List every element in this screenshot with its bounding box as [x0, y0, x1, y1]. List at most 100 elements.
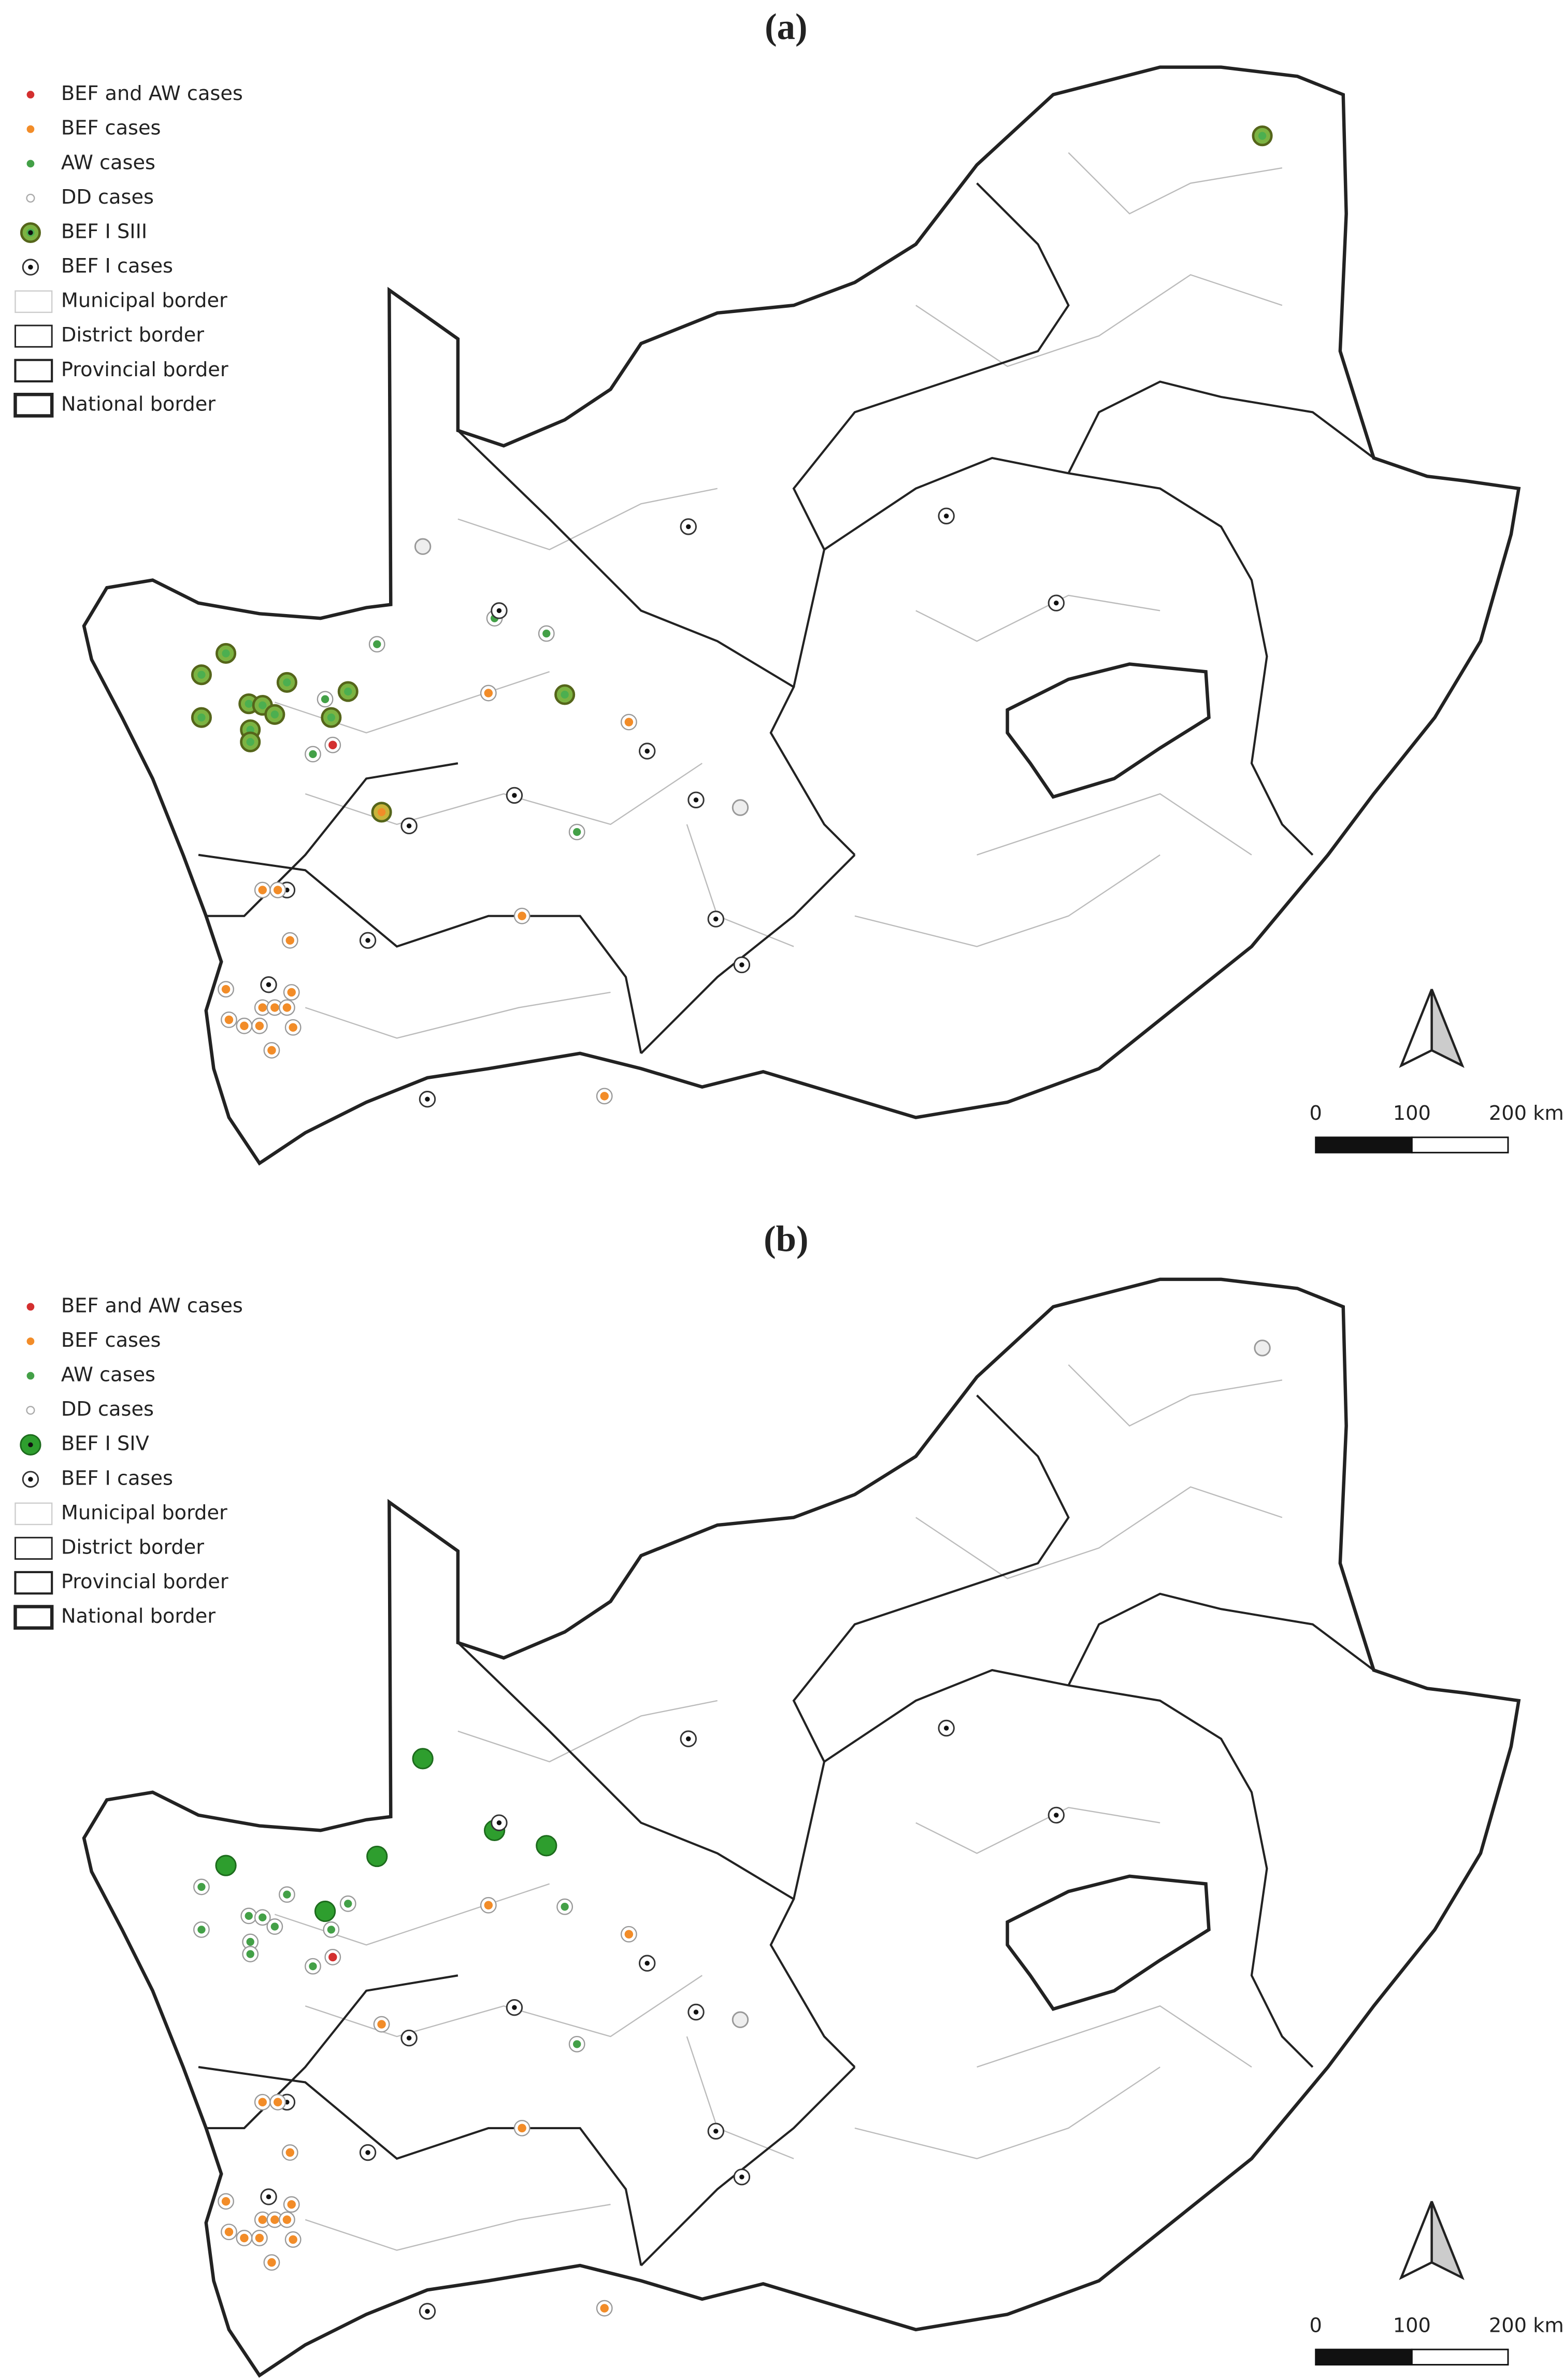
legend-label: BEF and AW cases	[61, 82, 243, 105]
municipal-border	[854, 2067, 1160, 2160]
case-marker	[512, 793, 517, 798]
case-marker	[496, 608, 502, 614]
case-marker	[266, 2194, 271, 2200]
case-marker	[240, 2233, 249, 2243]
municipal-border	[1068, 1364, 1283, 1427]
case-marker	[365, 2150, 370, 2155]
case-marker	[221, 985, 231, 994]
provincial-border	[1067, 1592, 1374, 1686]
municipal-border	[457, 488, 718, 550]
case-marker	[713, 2129, 719, 2134]
case-marker	[373, 640, 381, 648]
case-marker	[246, 738, 254, 746]
legend-symbol	[26, 193, 35, 203]
case-marker	[1054, 1813, 1059, 1818]
legend-symbol	[14, 1536, 53, 1560]
legend-symbol	[26, 1372, 35, 1380]
scale-bar	[1315, 2348, 1413, 2366]
municipal-border	[457, 1700, 718, 1763]
municipal-border	[915, 1486, 1283, 1579]
case-marker	[377, 2020, 386, 2029]
case-marker	[366, 1845, 388, 1868]
case-marker	[287, 988, 296, 997]
scale-label: 200 km	[1489, 2314, 1563, 2337]
case-marker	[377, 808, 386, 816]
legend-symbol	[15, 290, 53, 313]
legend-label: National border	[61, 392, 216, 416]
provincial-border	[640, 2066, 856, 2267]
case-marker	[943, 514, 949, 519]
case-marker	[943, 1726, 949, 1731]
case-marker	[624, 1930, 634, 1939]
case-marker	[693, 2010, 699, 2015]
municipal-border	[915, 274, 1283, 367]
case-marker	[321, 695, 329, 703]
case-marker	[273, 2098, 282, 2107]
case-marker	[328, 740, 337, 749]
case-marker	[270, 2215, 279, 2224]
provincial-border	[198, 2066, 642, 2266]
legend-symbol	[26, 125, 35, 133]
case-marker	[222, 649, 230, 658]
case-marker	[246, 725, 254, 734]
case-marker	[693, 797, 699, 803]
provincial-border	[793, 457, 1314, 856]
lesotho-border	[1006, 662, 1211, 799]
case-marker	[246, 1950, 254, 1958]
case-marker	[270, 1003, 279, 1012]
municipal-border	[305, 2204, 611, 2251]
case-marker	[406, 823, 412, 829]
provincial-border	[793, 1669, 1314, 2068]
legend-label: Provincial border	[61, 358, 228, 381]
legend-symbol	[14, 359, 53, 383]
case-marker	[309, 750, 317, 759]
case-marker	[573, 2040, 581, 2048]
case-marker	[197, 671, 206, 679]
case-marker	[245, 700, 253, 708]
case-marker	[512, 2005, 517, 2010]
provincial-border	[1067, 380, 1374, 474]
case-marker	[246, 1937, 254, 1946]
case-marker	[267, 1046, 276, 1055]
municipal-border	[915, 1806, 1160, 1854]
legend-label: Provincial border	[61, 1570, 228, 1593]
case-marker	[573, 828, 581, 836]
legend-symbol	[15, 1502, 53, 1526]
case-marker	[739, 2174, 744, 2179]
case-marker	[287, 2200, 296, 2209]
legend-symbol	[26, 91, 35, 99]
case-marker	[414, 538, 432, 555]
legend-label: National border	[61, 1605, 216, 1628]
case-marker	[259, 1913, 267, 1921]
provincial-border	[457, 430, 856, 856]
scale-bar	[1411, 2348, 1509, 2366]
legend-label: BEF and AW cases	[61, 1294, 243, 1317]
case-marker	[258, 886, 267, 894]
case-marker	[561, 690, 569, 699]
legend-symbol	[14, 1571, 53, 1595]
legend-symbol	[13, 393, 54, 418]
case-marker	[273, 886, 282, 894]
case-marker	[644, 748, 650, 754]
municipal-border	[977, 2005, 1252, 2068]
case-marker	[245, 1912, 253, 1920]
legend-symbol	[26, 1406, 35, 1415]
case-marker	[255, 2233, 264, 2243]
case-marker	[258, 2098, 267, 2107]
legend-label: BEF cases	[61, 117, 161, 140]
case-marker	[327, 714, 336, 722]
case-marker	[686, 1736, 691, 1742]
legend-label: District border	[61, 323, 204, 347]
case-marker	[255, 1021, 264, 1031]
case-marker	[412, 1748, 434, 1770]
case-marker	[328, 1953, 337, 1962]
provincial-border	[206, 762, 458, 917]
case-marker	[270, 1922, 279, 1931]
map-panel: (a) BEF and AW cases BEF cases AW cases DD c…	[13, 7, 1563, 1166]
case-marker	[289, 1023, 297, 1032]
case-marker	[283, 1890, 291, 1899]
municipal-border	[305, 763, 702, 825]
case-marker	[686, 524, 691, 530]
case-marker	[197, 1883, 206, 1891]
